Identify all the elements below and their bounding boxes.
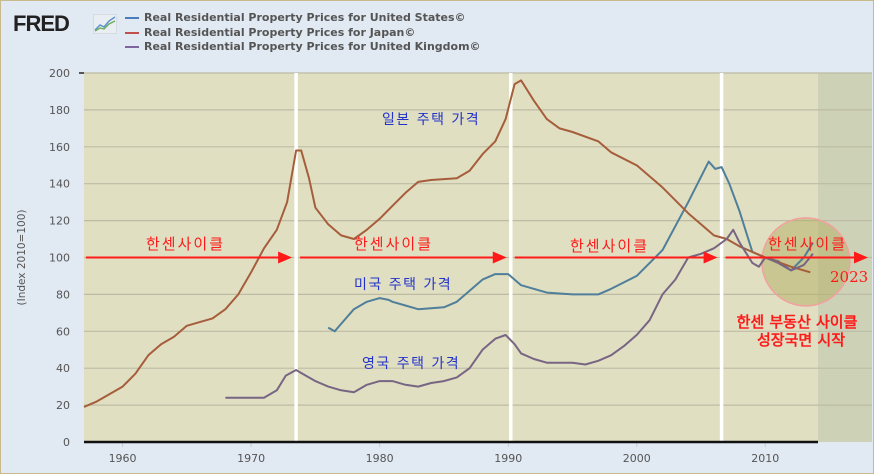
- legend-swatch-us: [125, 17, 139, 19]
- japan-annotation: 일본 주택 가격: [382, 112, 480, 128]
- y-tick-label: 60: [56, 325, 70, 338]
- conclusion-line-1: 한센 부동산 사이클: [737, 313, 858, 331]
- x-tick-label: 1970: [237, 452, 265, 465]
- legend-swatch-uk: [125, 46, 139, 48]
- fred-logo: FRED: [13, 11, 70, 36]
- y-tick-label: 20: [56, 399, 70, 412]
- legend-label-japan: Real Residential Property Prices for Jap…: [144, 25, 416, 39]
- us-annotation: 미국 주택 가격: [354, 277, 452, 293]
- x-tick-label: 2000: [623, 452, 651, 465]
- legend-item-japan[interactable]: Real Residential Property Prices for Jap…: [125, 26, 481, 41]
- y-tick-label: 40: [56, 362, 70, 375]
- uk-annotation: 영국 주택 가격: [362, 356, 460, 372]
- y-tick-label: 200: [49, 67, 70, 80]
- legend-item-us[interactable]: Real Residential Property Prices for Uni…: [125, 11, 481, 26]
- legend-label-us: Real Residential Property Prices for Uni…: [144, 11, 466, 24]
- cycle-label: 한센사이클: [570, 237, 649, 255]
- uk-price-line: [225, 228, 814, 399]
- us-price-line: [327, 160, 814, 333]
- x-tick-label: 1990: [494, 452, 522, 465]
- legend-label-uk: Real Residential Property Prices for Uni…: [144, 40, 481, 53]
- cycle-label: 한센사이클: [146, 235, 225, 253]
- y-axis-top-tick: [79, 72, 84, 74]
- japan-price-line: [83, 79, 811, 408]
- x-tick-label: 1960: [109, 452, 137, 465]
- x-tick-label: 1980: [366, 452, 394, 465]
- y-tick-label: 100: [49, 252, 70, 265]
- cycle-arrow-head: [278, 251, 293, 264]
- line-chart-icon: [93, 14, 117, 34]
- y-tick-label: 120: [49, 215, 70, 228]
- cycle-arrow-head: [703, 251, 718, 264]
- x-tick-label: 2010: [751, 452, 779, 465]
- year-2023-label: 2023: [830, 268, 868, 286]
- cycle-arrow-head: [854, 251, 868, 264]
- y-axis-label: (Index 2010=100): [16, 210, 28, 306]
- cycle-label: 한센사이클: [768, 235, 847, 253]
- y-tick-label: 180: [49, 104, 70, 117]
- legend-swatch-japan: [125, 31, 139, 34]
- cycle-arrow-head: [492, 251, 507, 264]
- conclusion-line-2: 성장국면 시작: [757, 331, 845, 349]
- cycle-label: 한센사이클: [354, 235, 433, 253]
- y-tick-label: 160: [49, 141, 70, 154]
- y-tick-label: 80: [56, 288, 70, 301]
- y-tick-label: 140: [49, 178, 70, 191]
- legend: Real Residential Property Prices for Uni…: [125, 11, 481, 55]
- legend-item-uk[interactable]: Real Residential Property Prices for Uni…: [125, 40, 481, 55]
- y-tick-label: 0: [63, 436, 70, 449]
